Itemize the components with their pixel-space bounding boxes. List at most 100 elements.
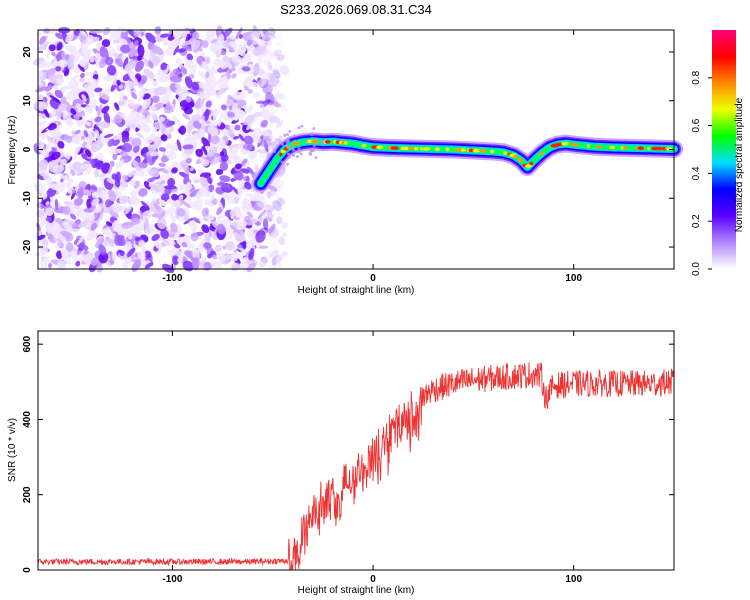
noise-blob bbox=[133, 30, 140, 37]
ridge-hotspot bbox=[587, 144, 590, 148]
noise-blob bbox=[202, 146, 208, 156]
noise-blob bbox=[153, 86, 168, 96]
noise-blob bbox=[215, 87, 228, 96]
noise-blob bbox=[205, 86, 217, 96]
noise-blob bbox=[65, 33, 74, 43]
noise-blob bbox=[94, 116, 102, 123]
noise-blob bbox=[229, 224, 241, 235]
noise-blob bbox=[268, 188, 276, 197]
noise-blob bbox=[236, 141, 244, 149]
noise-blob bbox=[137, 93, 145, 102]
noise-blob bbox=[89, 185, 98, 191]
noise-blob bbox=[49, 95, 61, 104]
noise-blob bbox=[70, 108, 77, 115]
noise-blob bbox=[204, 190, 211, 198]
noise-blob bbox=[53, 56, 58, 66]
noise-blob bbox=[227, 129, 234, 136]
noise-blob bbox=[170, 222, 178, 233]
noise-blob bbox=[220, 104, 227, 111]
noise-blob bbox=[121, 113, 127, 119]
noise-blob bbox=[38, 81, 44, 87]
noise-blob bbox=[207, 184, 215, 193]
noise-blob bbox=[36, 202, 41, 208]
ridge-speckle bbox=[283, 133, 287, 137]
noise-blob bbox=[215, 168, 224, 176]
noise-blob bbox=[50, 151, 61, 160]
noise-blob bbox=[98, 142, 103, 147]
snr-axes: -100 0 100 0 200 400 600 bbox=[22, 331, 674, 585]
noise-blob bbox=[268, 120, 275, 127]
noise-blob bbox=[204, 199, 211, 206]
noise-blob bbox=[258, 150, 267, 159]
noise-blob bbox=[147, 177, 155, 183]
ridge-speckle bbox=[297, 147, 301, 151]
noise-blob bbox=[160, 199, 166, 205]
noise-blob bbox=[135, 132, 144, 138]
noise-blob bbox=[207, 98, 214, 103]
noise-blob bbox=[256, 58, 263, 64]
noise-blob bbox=[201, 61, 209, 71]
ridge-hotspot bbox=[292, 141, 300, 146]
noise-blob bbox=[231, 73, 237, 79]
noise-blob bbox=[194, 179, 200, 184]
noise-blob bbox=[229, 125, 234, 130]
noise-blob bbox=[107, 189, 117, 202]
noise-blob bbox=[110, 33, 122, 40]
noise-blob bbox=[266, 209, 273, 217]
noise-blob bbox=[210, 146, 218, 154]
ridge-hotspot bbox=[490, 149, 494, 154]
noise-blob bbox=[247, 104, 254, 113]
ridge-speckle bbox=[312, 148, 316, 152]
noise-blob bbox=[48, 74, 57, 84]
noise-blob bbox=[165, 47, 173, 56]
colorbar-tick-label: 0.0 bbox=[691, 262, 702, 276]
noise-blob bbox=[150, 78, 157, 86]
noise-blob bbox=[147, 144, 156, 153]
noise-blob bbox=[198, 70, 205, 78]
noise-blob bbox=[90, 141, 96, 151]
noise-blob bbox=[83, 83, 95, 94]
noise-blob bbox=[157, 174, 165, 184]
noise-blob bbox=[265, 39, 273, 47]
noise-blob bbox=[266, 64, 274, 71]
noise-blob bbox=[101, 39, 111, 48]
noise-blob bbox=[274, 203, 284, 217]
ridge-hotspot bbox=[445, 147, 450, 152]
ridge-hotspot bbox=[460, 148, 466, 152]
noise-blob bbox=[120, 29, 129, 40]
colorbar-tick-label: 0.8 bbox=[691, 70, 702, 84]
noise-blob bbox=[61, 252, 72, 265]
noise-blob bbox=[155, 242, 164, 250]
noise-blob bbox=[40, 259, 48, 271]
noise-blob bbox=[85, 165, 93, 176]
noise-blob bbox=[38, 160, 48, 172]
snr-frame bbox=[37, 330, 675, 571]
noise-blob bbox=[71, 81, 79, 90]
noise-blob bbox=[99, 189, 109, 200]
noise-blob bbox=[255, 230, 266, 243]
noise-blob bbox=[279, 64, 290, 76]
noise-blob bbox=[280, 251, 289, 257]
noise-blob bbox=[276, 181, 285, 188]
noise-blob bbox=[138, 162, 148, 169]
noise-blob bbox=[248, 247, 255, 261]
noise-blob bbox=[240, 148, 247, 153]
noise-blob bbox=[113, 134, 123, 141]
noise-blob bbox=[268, 229, 276, 237]
noise-blob bbox=[151, 95, 160, 104]
noise-blob bbox=[133, 145, 140, 153]
ridge-hotspot bbox=[403, 146, 409, 151]
noise-blob bbox=[144, 50, 153, 60]
noise-blob bbox=[156, 217, 167, 230]
noise-blob bbox=[134, 236, 141, 241]
noise-blob bbox=[247, 81, 258, 87]
noise-blob bbox=[80, 163, 90, 170]
ridge-speckle bbox=[321, 142, 325, 146]
ridge-hotspot bbox=[371, 145, 379, 149]
ridge-speckle bbox=[312, 127, 316, 131]
ridge-speckle bbox=[297, 126, 301, 130]
noise-blob bbox=[94, 160, 105, 170]
noise-blob bbox=[201, 224, 210, 234]
noise-blob bbox=[94, 206, 102, 214]
